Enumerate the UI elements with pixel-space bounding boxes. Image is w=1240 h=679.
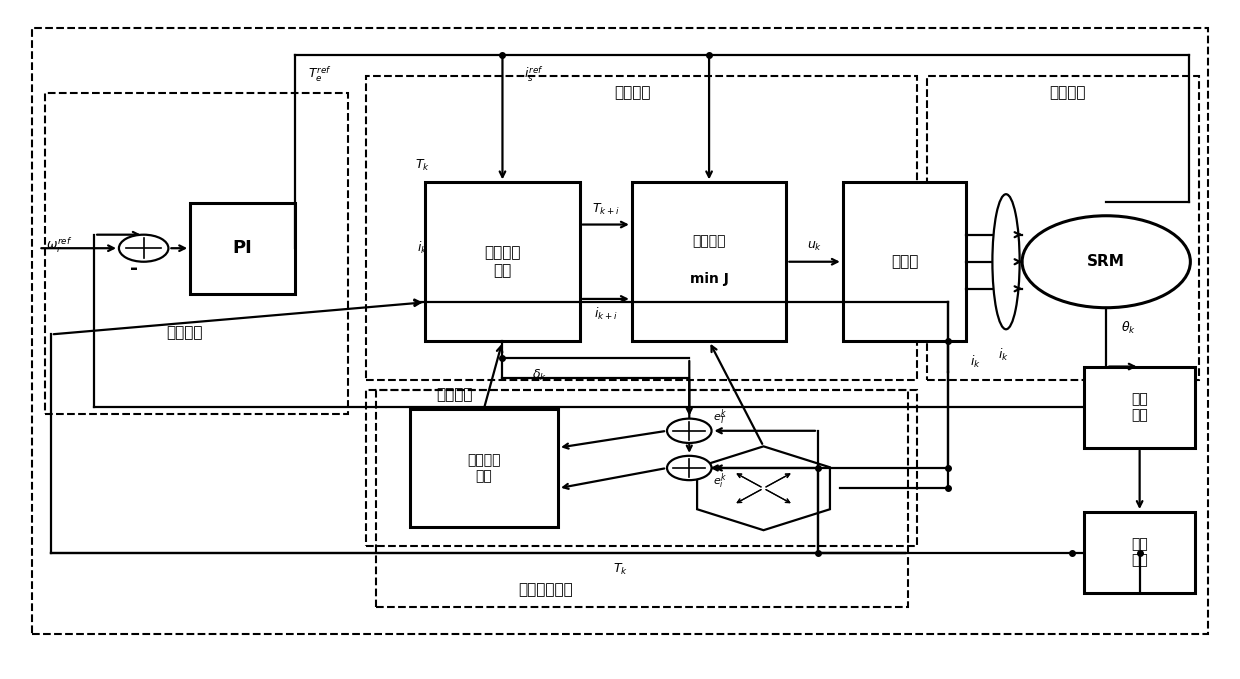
Text: $e_i^k$: $e_i^k$ xyxy=(713,472,727,492)
Text: 逆变器: 逆变器 xyxy=(890,254,919,270)
Text: 转速
计算: 转速 计算 xyxy=(1131,392,1148,422)
Text: $T_k$: $T_k$ xyxy=(414,158,429,173)
Bar xyxy=(843,182,966,341)
Text: 采样环节: 采样环节 xyxy=(1049,85,1086,100)
Text: 误差修正环节: 误差修正环节 xyxy=(518,582,573,598)
Text: $\theta_k$: $\theta_k$ xyxy=(1121,320,1136,336)
Polygon shape xyxy=(697,446,830,530)
Text: 预测环节: 预测环节 xyxy=(614,85,651,100)
Text: $T_k$: $T_k$ xyxy=(613,562,627,577)
Ellipse shape xyxy=(992,194,1019,329)
Text: $T_{k+i}$: $T_{k+i}$ xyxy=(591,202,620,217)
Bar xyxy=(32,29,1208,634)
Text: 转矩
计算: 转矩 计算 xyxy=(1131,537,1148,568)
Circle shape xyxy=(667,419,712,443)
Text: 多步预测
模型: 多步预测 模型 xyxy=(484,246,521,278)
Text: SRM: SRM xyxy=(1087,254,1125,270)
Text: $i_k$: $i_k$ xyxy=(998,347,1009,363)
Text: $e_T^k$: $e_T^k$ xyxy=(713,407,727,427)
Bar xyxy=(366,76,916,380)
Bar xyxy=(376,390,908,606)
Text: 模型误差: 模型误差 xyxy=(436,388,472,403)
Text: $i_k$: $i_k$ xyxy=(417,240,428,256)
Text: 误差在线
修正: 误差在线 修正 xyxy=(467,453,501,483)
Bar xyxy=(366,390,916,546)
Text: $\delta_k$: $\delta_k$ xyxy=(532,367,547,382)
Text: 控制环节: 控制环节 xyxy=(166,325,203,340)
Circle shape xyxy=(1022,216,1190,308)
Text: $\omega_r^{ref}$: $\omega_r^{ref}$ xyxy=(46,235,72,255)
Text: PI: PI xyxy=(233,239,253,257)
Bar xyxy=(190,202,295,294)
Bar xyxy=(1084,367,1195,447)
Text: $T_e^{ref}$: $T_e^{ref}$ xyxy=(309,65,332,84)
Bar xyxy=(409,409,558,527)
Bar xyxy=(45,92,347,414)
Text: $i_{k+i}$: $i_{k+i}$ xyxy=(594,306,618,322)
Text: $i_s^{ref}$: $i_s^{ref}$ xyxy=(523,65,543,84)
Circle shape xyxy=(119,235,169,261)
Bar xyxy=(926,76,1199,380)
Circle shape xyxy=(667,456,712,480)
Text: min J: min J xyxy=(689,272,729,286)
Text: $i_k$: $i_k$ xyxy=(970,354,981,369)
Text: 成本函数: 成本函数 xyxy=(692,234,725,249)
Bar xyxy=(425,182,580,341)
Text: $u_k$: $u_k$ xyxy=(807,240,822,253)
Bar xyxy=(631,182,786,341)
Bar xyxy=(1084,512,1195,593)
Text: -: - xyxy=(130,259,138,278)
